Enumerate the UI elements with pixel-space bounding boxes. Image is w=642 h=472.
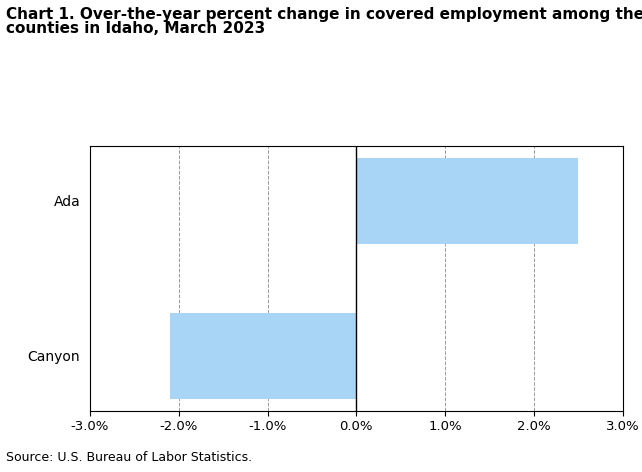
Text: Source: U.S. Bureau of Labor Statistics.: Source: U.S. Bureau of Labor Statistics. bbox=[6, 450, 252, 464]
Bar bbox=[356, 158, 578, 244]
Text: counties in Idaho, March 2023: counties in Idaho, March 2023 bbox=[6, 21, 266, 36]
Bar bbox=[169, 313, 356, 399]
Text: Chart 1. Over-the-year percent change in covered employment among the largest: Chart 1. Over-the-year percent change in… bbox=[6, 7, 642, 22]
